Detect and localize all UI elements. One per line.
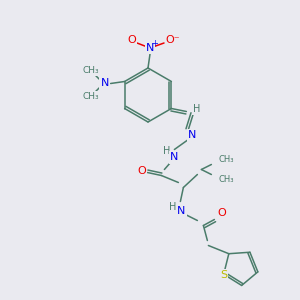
Text: +: + — [152, 38, 158, 47]
Text: CH₃: CH₃ — [218, 155, 234, 164]
Text: H: H — [169, 202, 176, 212]
Text: O: O — [137, 166, 146, 176]
Text: H: H — [163, 146, 170, 157]
Text: H: H — [193, 103, 200, 113]
Text: O: O — [217, 208, 226, 218]
Text: O⁻: O⁻ — [166, 35, 180, 45]
Text: N: N — [146, 43, 154, 53]
Text: N: N — [188, 130, 196, 140]
Text: CH₃: CH₃ — [218, 175, 234, 184]
Text: N: N — [170, 152, 178, 163]
Text: O: O — [128, 35, 136, 45]
Text: CH₃: CH₃ — [82, 66, 99, 75]
Text: N: N — [177, 206, 186, 215]
Text: S: S — [220, 270, 227, 280]
Text: N: N — [100, 79, 109, 88]
Text: CH₃: CH₃ — [82, 92, 99, 101]
